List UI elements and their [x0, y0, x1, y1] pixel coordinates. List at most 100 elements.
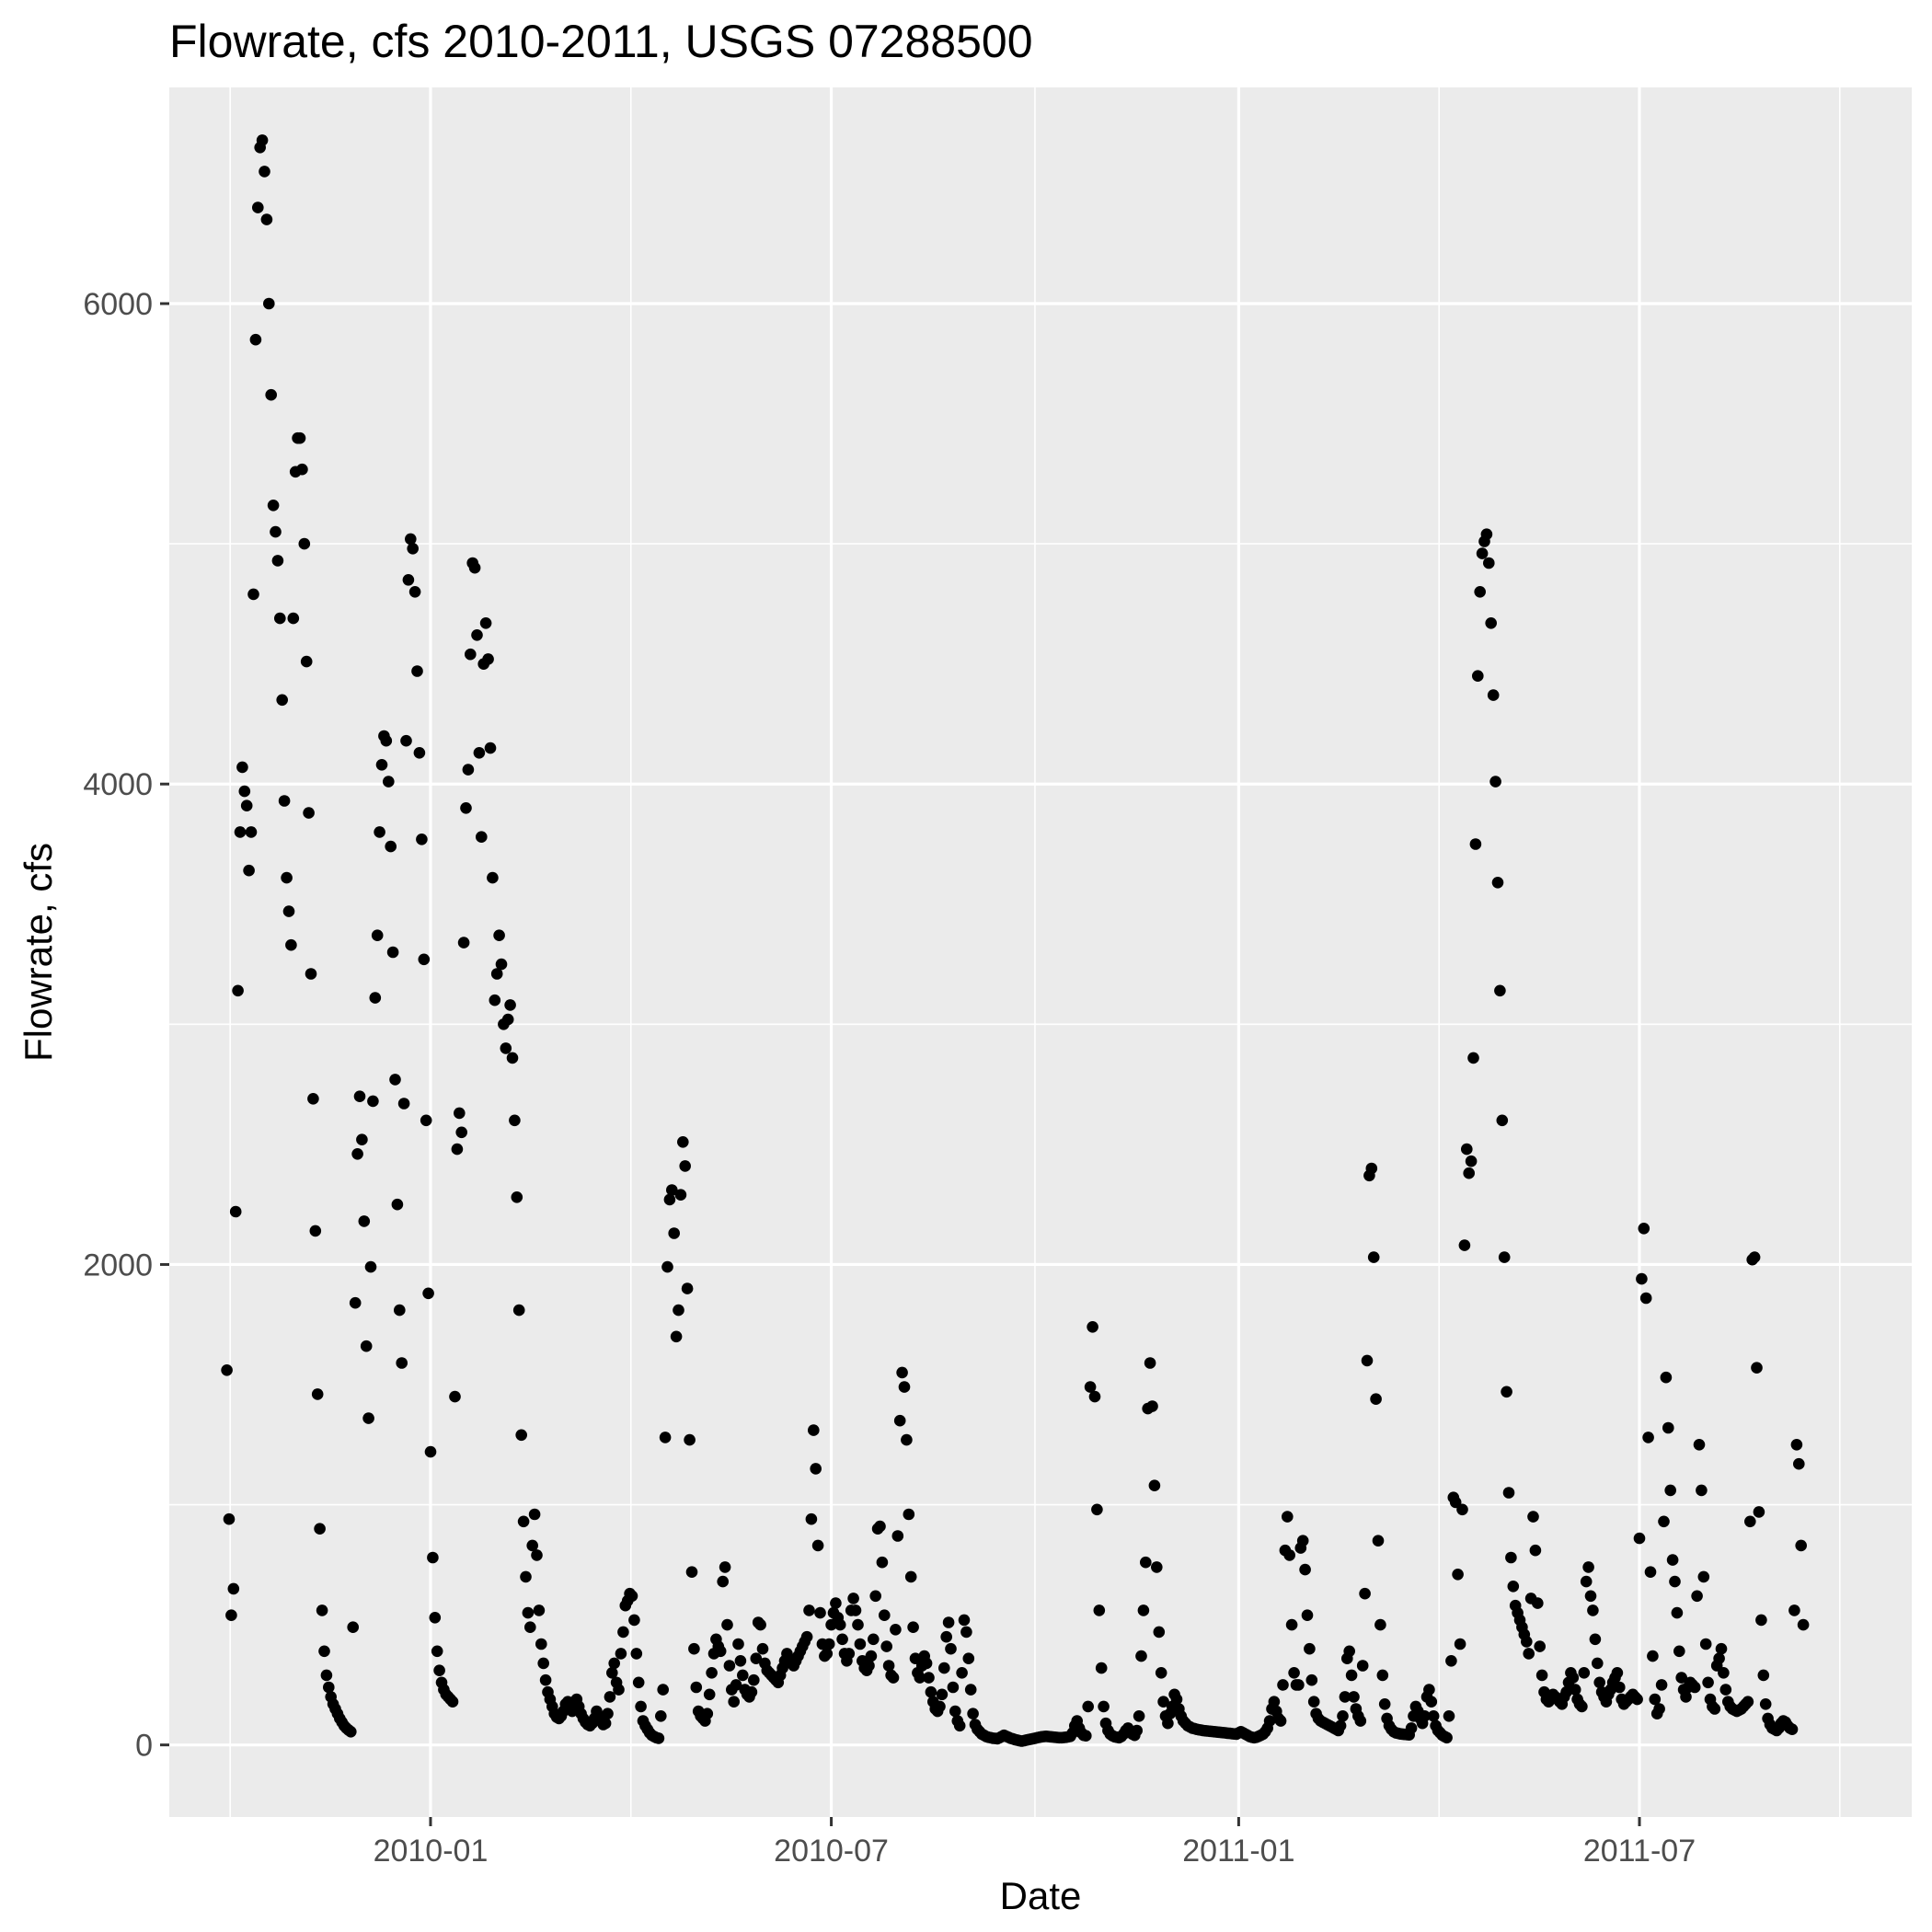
data-point	[473, 747, 486, 759]
data-point	[1592, 1657, 1604, 1670]
data-points	[221, 134, 1810, 1747]
data-point	[1307, 1696, 1320, 1708]
data-point	[265, 388, 278, 401]
data-point	[1454, 1638, 1466, 1650]
data-point	[285, 938, 297, 951]
data-point	[1080, 1730, 1092, 1742]
data-point	[238, 785, 251, 798]
data-point	[659, 1432, 672, 1443]
data-point	[1582, 1561, 1594, 1573]
x-tick-label: 2010-01	[374, 1834, 489, 1869]
data-point	[1523, 1648, 1535, 1660]
data-point	[1483, 557, 1495, 569]
data-point	[247, 588, 259, 601]
data-point	[1337, 1710, 1349, 1722]
data-point	[953, 1719, 966, 1732]
data-point	[539, 1673, 552, 1686]
data-point	[1140, 1556, 1152, 1569]
data-point	[303, 807, 315, 819]
data-point	[1753, 1506, 1765, 1518]
data-point	[407, 543, 420, 555]
data-point	[1569, 1684, 1581, 1696]
data-point	[1304, 1642, 1316, 1655]
data-point	[734, 1655, 747, 1667]
data-point	[903, 1508, 915, 1521]
data-point	[487, 871, 499, 884]
data-point	[821, 1648, 834, 1660]
data-point	[863, 1660, 875, 1672]
data-point	[267, 500, 280, 512]
data-point	[822, 1638, 835, 1650]
data-point	[1673, 1645, 1685, 1658]
data-point	[874, 1520, 886, 1533]
data-point	[454, 1107, 466, 1120]
data-point	[1633, 1532, 1646, 1545]
data-point	[300, 655, 313, 668]
data-point	[305, 968, 317, 980]
data-point	[1578, 1667, 1591, 1679]
data-point	[1480, 528, 1493, 540]
data-point	[1589, 1633, 1602, 1646]
data-point	[402, 574, 415, 586]
data-point	[608, 1657, 620, 1670]
data-point	[1755, 1614, 1767, 1627]
data-point	[1472, 670, 1484, 682]
data-point	[1443, 1710, 1455, 1722]
data-point	[509, 1114, 521, 1127]
data-point	[907, 1621, 919, 1633]
data-point	[1489, 776, 1501, 788]
data-point	[240, 799, 253, 811]
data-point	[1653, 1703, 1665, 1715]
data-point	[958, 1614, 971, 1627]
data-point	[1274, 1715, 1287, 1727]
data-point	[446, 1696, 459, 1708]
data-point	[1496, 1114, 1509, 1127]
data-point	[1095, 1662, 1108, 1674]
data-point	[1283, 1549, 1295, 1561]
data-point	[1458, 1239, 1471, 1251]
data-point	[925, 1685, 937, 1698]
data-point	[383, 776, 395, 788]
data-point	[1441, 1731, 1453, 1744]
data-point	[351, 1148, 363, 1160]
data-point	[380, 734, 393, 747]
data-point	[737, 1669, 749, 1682]
data-point	[681, 1282, 694, 1294]
data-point	[1474, 586, 1486, 598]
x-tick-label: 2011-07	[1583, 1834, 1696, 1869]
data-point	[429, 1612, 442, 1624]
data-point	[887, 1672, 900, 1684]
data-point	[602, 1708, 614, 1719]
data-point	[728, 1696, 740, 1708]
data-point	[256, 134, 269, 146]
data-point	[1487, 689, 1500, 701]
data-point	[1452, 1569, 1464, 1581]
data-point	[394, 1304, 406, 1317]
data-point	[1469, 838, 1482, 850]
data-point	[1611, 1667, 1624, 1679]
data-point	[945, 1642, 957, 1655]
data-point	[1423, 1684, 1435, 1696]
data-point	[1170, 1693, 1183, 1706]
data-point	[349, 1296, 362, 1309]
data-point	[1697, 1570, 1710, 1583]
data-point	[1535, 1669, 1548, 1682]
data-point	[1576, 1700, 1588, 1713]
data-point	[520, 1570, 532, 1583]
data-point	[721, 1618, 733, 1631]
data-point	[468, 561, 481, 574]
data-point	[810, 1463, 822, 1475]
data-point	[316, 1604, 328, 1616]
data-point	[1299, 1563, 1311, 1576]
data-point	[879, 1609, 891, 1621]
data-point	[420, 1114, 432, 1127]
data-point	[1521, 1636, 1533, 1648]
data-point	[1693, 1439, 1706, 1451]
data-point	[422, 1287, 434, 1300]
data-point	[745, 1685, 758, 1698]
data-point	[1088, 1390, 1101, 1403]
data-point	[367, 1095, 379, 1108]
data-point	[375, 759, 388, 771]
data-point	[418, 953, 431, 966]
data-point	[1501, 1386, 1512, 1398]
